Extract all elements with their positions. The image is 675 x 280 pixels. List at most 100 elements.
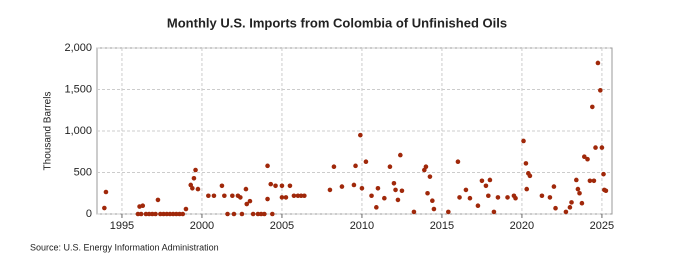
data-point — [601, 171, 606, 177]
y-tick-label: 0 — [86, 208, 92, 220]
data-point — [170, 211, 176, 217]
data-point — [393, 187, 398, 193]
chart-title: Monthly U.S. Imports from Colombia of Un… — [167, 15, 507, 30]
data-point — [211, 193, 217, 199]
y-tick-label: 1,000 — [64, 125, 92, 137]
data-point — [193, 167, 198, 173]
data-point — [593, 145, 598, 150]
data-point — [363, 159, 369, 165]
data-point — [250, 211, 256, 217]
data-point — [391, 180, 397, 186]
data-point — [265, 196, 270, 202]
data-point — [455, 159, 461, 165]
data-point — [467, 195, 473, 201]
data-point — [238, 195, 243, 200]
data-point — [475, 203, 481, 208]
data-point — [523, 161, 529, 166]
data-point — [590, 104, 595, 110]
data-point — [599, 145, 605, 150]
data-point — [491, 209, 497, 215]
data-point — [279, 183, 285, 189]
data-point — [138, 211, 144, 217]
data-point — [191, 176, 197, 181]
data-point — [483, 183, 489, 189]
data-point — [551, 184, 557, 189]
data-point — [582, 154, 587, 160]
data-point — [399, 188, 405, 194]
data-point — [283, 195, 289, 200]
data-point — [579, 200, 585, 206]
data-point — [569, 200, 574, 205]
data-point — [167, 211, 173, 217]
data-point — [547, 195, 553, 200]
data-point — [327, 187, 333, 193]
data-point — [339, 184, 345, 189]
data-point — [230, 193, 235, 199]
data-point — [353, 163, 358, 169]
data-point — [595, 60, 601, 66]
data-point — [382, 195, 387, 201]
data-point — [524, 186, 530, 192]
y-tick-label: 2,000 — [64, 42, 92, 54]
data-point — [206, 193, 211, 199]
data-point — [174, 211, 179, 217]
data-point — [262, 211, 267, 217]
data-point — [143, 211, 149, 217]
data-point — [146, 211, 152, 217]
data-point — [195, 186, 201, 192]
data-point — [219, 183, 225, 189]
data-point — [495, 195, 501, 200]
data-point — [298, 193, 304, 199]
x-tick-label: 2020 — [510, 220, 534, 232]
data-point — [539, 193, 545, 199]
data-point — [603, 188, 609, 194]
data-point — [103, 189, 109, 195]
data-point — [161, 211, 166, 217]
data-point — [102, 205, 107, 211]
data-point — [411, 209, 417, 215]
data-point — [358, 132, 363, 138]
data-point — [446, 209, 451, 215]
data-point — [359, 185, 365, 191]
data-point — [158, 211, 163, 217]
data-point — [395, 197, 401, 203]
data-point — [135, 211, 141, 217]
data-point — [270, 211, 275, 217]
data-point — [505, 195, 510, 200]
y-tick-label: 500 — [74, 166, 92, 178]
data-point — [287, 183, 293, 189]
x-tick-label: 2010 — [350, 220, 374, 232]
data-point — [598, 88, 603, 93]
y-axis-label: Thousand Barrels — [43, 92, 54, 171]
data-point — [273, 183, 278, 189]
data-point — [222, 193, 227, 199]
data-point — [153, 211, 158, 217]
data-point — [387, 164, 393, 169]
data-point — [140, 203, 146, 208]
data-point — [575, 186, 581, 192]
data-point — [585, 156, 590, 162]
y-tick-label: 1,500 — [64, 83, 92, 95]
data-point — [457, 195, 462, 200]
data-point — [587, 178, 593, 184]
data-point — [247, 198, 253, 204]
data-point — [164, 211, 170, 217]
data-point — [183, 206, 189, 212]
data-point — [302, 193, 307, 199]
x-tick-label: 2015 — [430, 220, 454, 232]
x-tick-label: 1995 — [110, 220, 134, 232]
data-point — [486, 193, 491, 199]
data-point — [374, 205, 379, 210]
data-point — [591, 178, 597, 184]
data-point — [369, 193, 374, 199]
data-point — [513, 195, 518, 201]
data-point — [567, 205, 573, 210]
data-point — [268, 181, 274, 187]
data-point — [430, 198, 435, 204]
data-point — [427, 174, 433, 179]
data-point — [521, 138, 526, 144]
data-point — [265, 163, 270, 169]
source: Source: U.S. Energy Information Administ… — [30, 242, 219, 252]
data-point — [180, 211, 186, 217]
data-point — [423, 164, 429, 169]
